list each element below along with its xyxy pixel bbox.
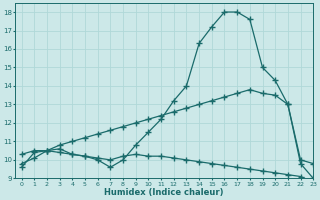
- X-axis label: Humidex (Indice chaleur): Humidex (Indice chaleur): [105, 188, 224, 197]
